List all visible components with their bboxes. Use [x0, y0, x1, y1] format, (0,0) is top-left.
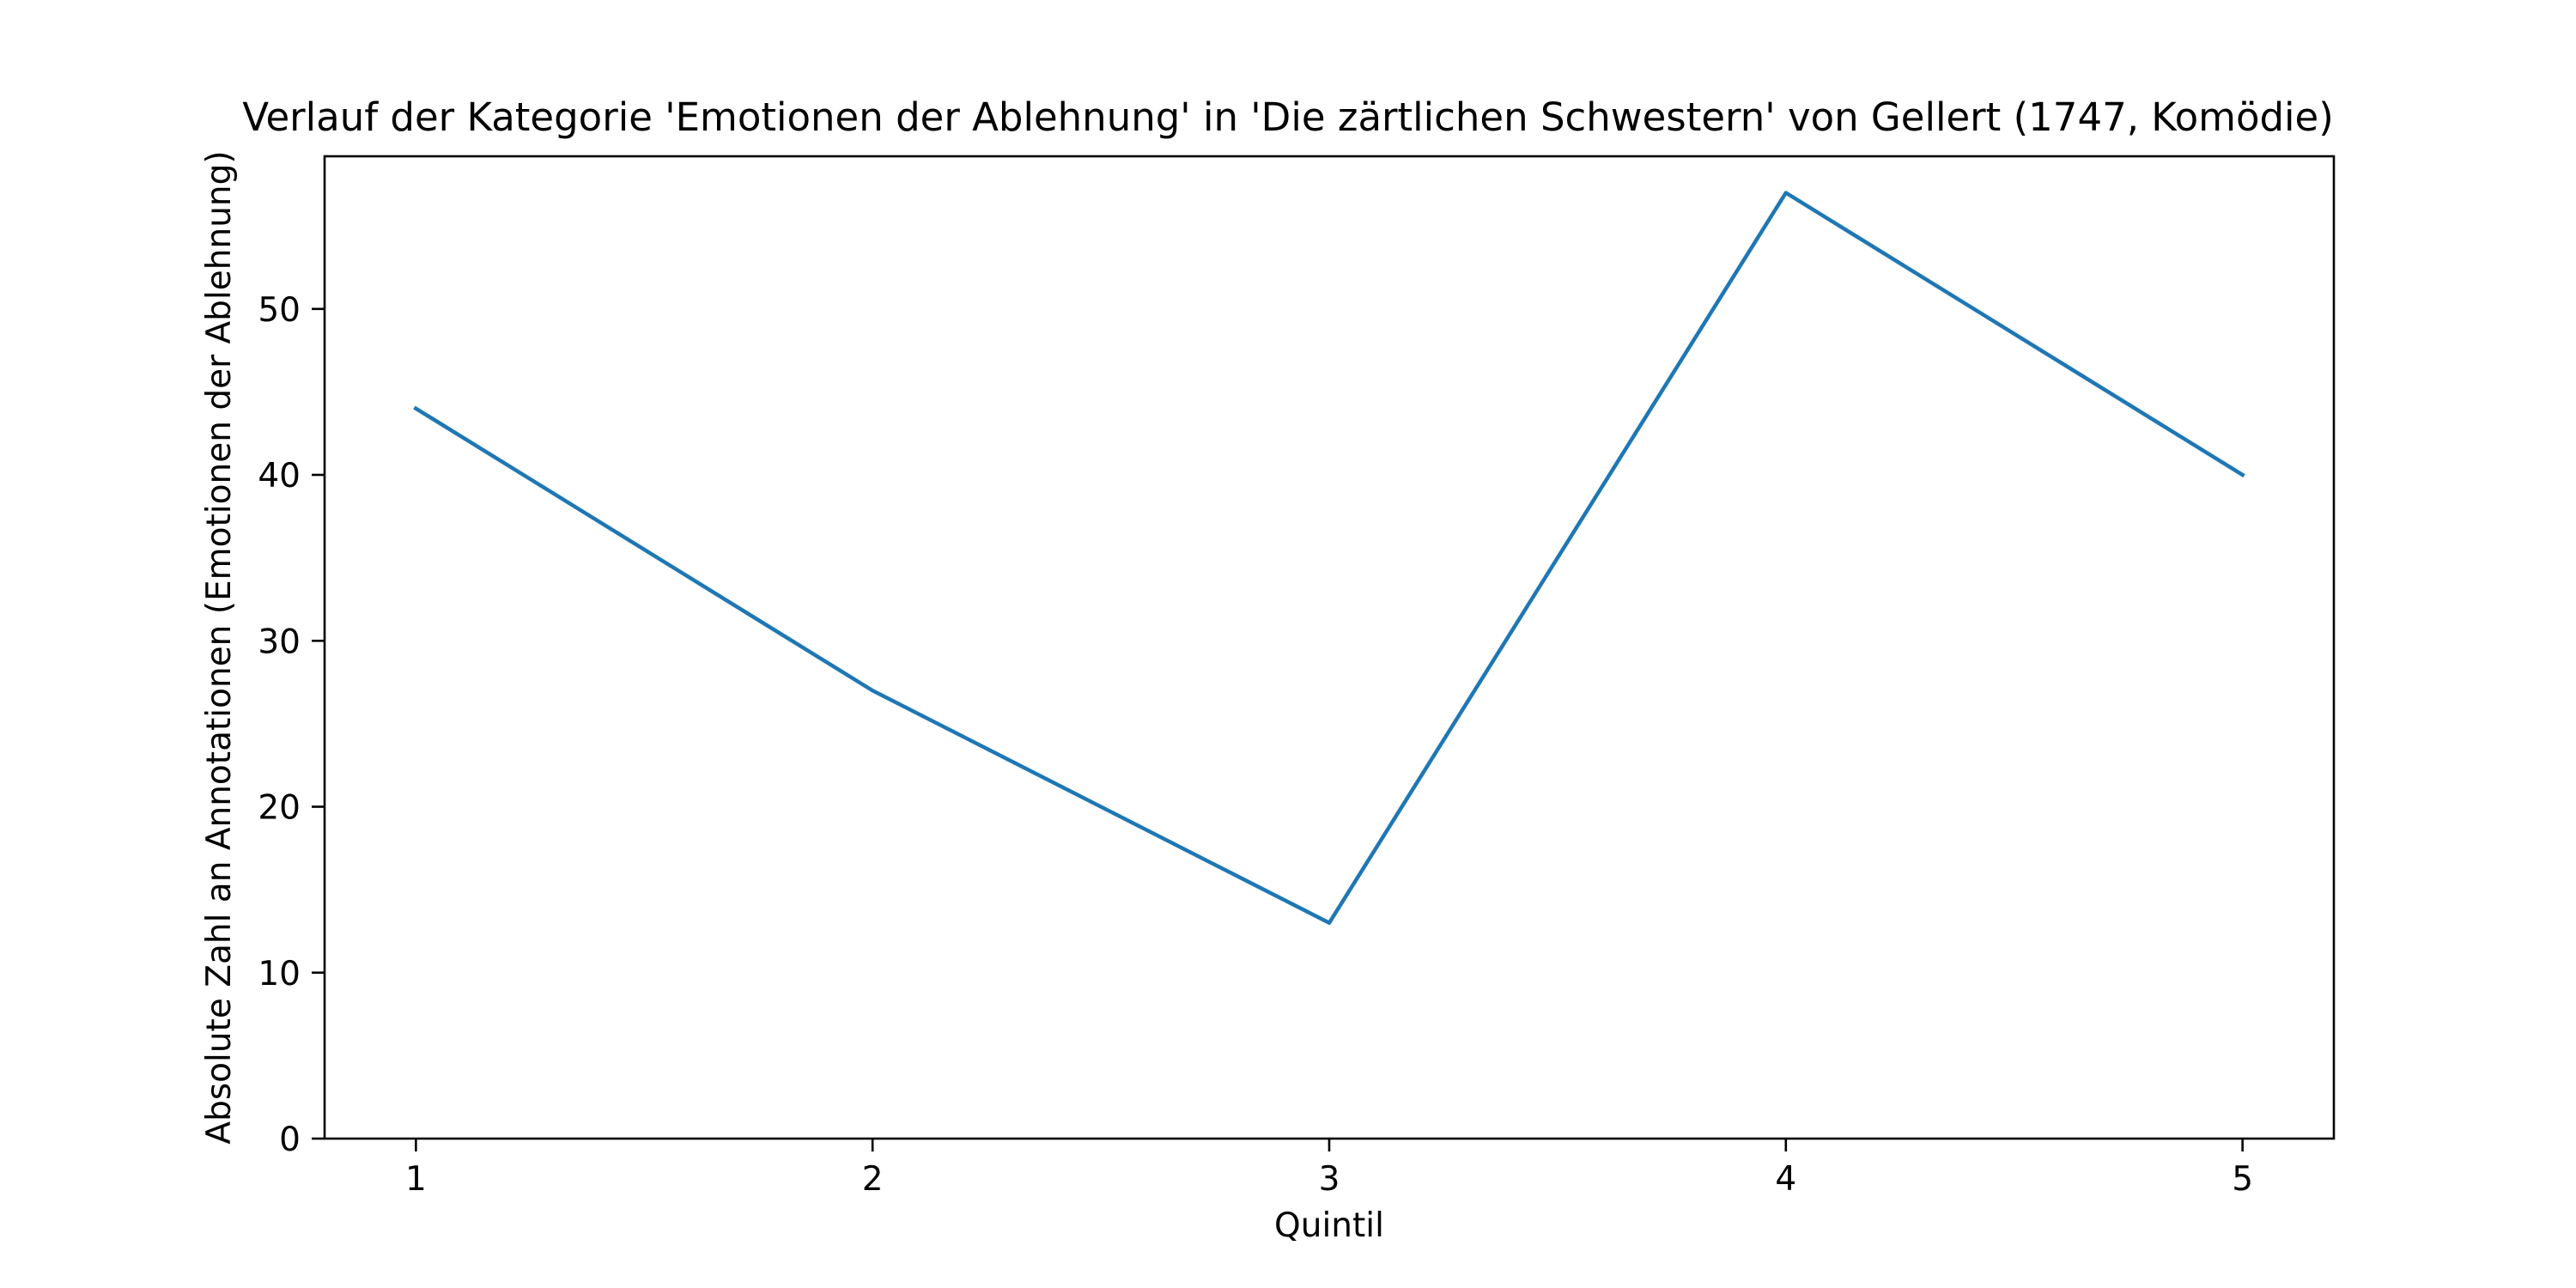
- x-axis-ticks: 1 2 3 4 5: [405, 1139, 2253, 1199]
- x-tick-label: 2: [862, 1160, 884, 1199]
- x-tick-label: 4: [1775, 1160, 1796, 1199]
- chart-title: Verlauf der Kategorie 'Emotionen der Abl…: [242, 94, 2334, 140]
- y-tick-label: 50: [258, 291, 301, 330]
- data-point: [2240, 472, 2245, 477]
- x-tick-label: 5: [2232, 1160, 2253, 1199]
- y-tick-label: 20: [258, 789, 301, 828]
- y-tick-label: 30: [258, 623, 301, 661]
- series-layer: [413, 191, 2245, 926]
- x-tick-label: 3: [1319, 1160, 1340, 1199]
- data-point: [870, 688, 875, 693]
- y-tick-label: 10: [258, 955, 301, 993]
- series-line: [413, 191, 2245, 926]
- x-tick-label: 1: [405, 1160, 427, 1199]
- y-axis-label: Absolute Zahl an Annotationen (Emotionen…: [200, 150, 239, 1144]
- y-tick-label: 40: [258, 457, 301, 495]
- data-point: [413, 406, 418, 411]
- x-axis-label: Quintil: [1274, 1206, 1384, 1245]
- y-axis-ticks: 0 10 20 30 40 50: [258, 291, 325, 1159]
- data-point: [1327, 920, 1332, 926]
- data-point: [1783, 191, 1789, 196]
- y-tick-label: 0: [279, 1121, 301, 1159]
